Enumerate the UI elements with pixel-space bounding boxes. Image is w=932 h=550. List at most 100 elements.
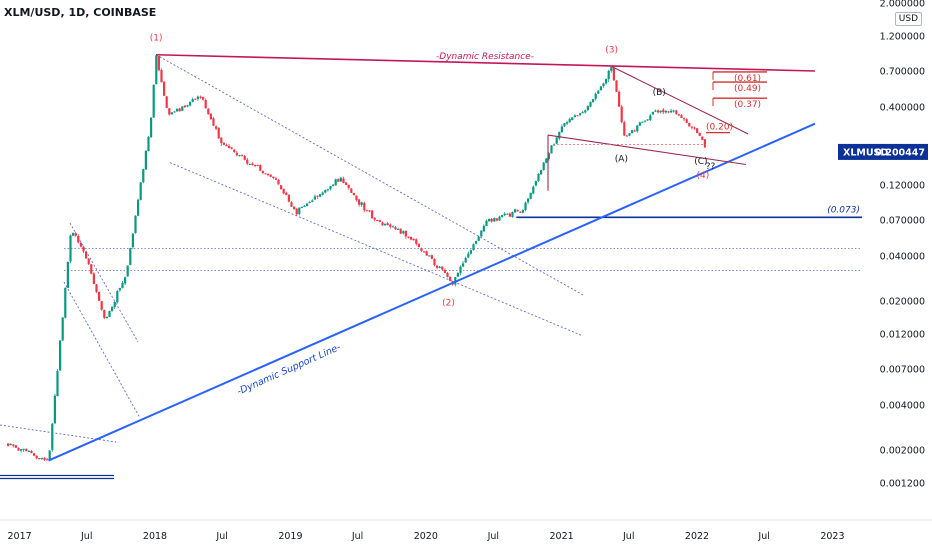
candle-body-128 [339,177,342,182]
candle-body-14 [43,457,46,460]
candle-body-190 [500,215,504,218]
time-tick-0: 2017 [7,531,31,542]
candle-body-13 [40,458,43,460]
candle-body-108 [287,194,290,202]
candle-body-223 [586,106,589,110]
candle-body-211 [555,137,558,144]
candle-body-79 [212,118,215,126]
candle-body-29 [82,246,85,252]
candle-body-191 [503,213,506,216]
candle-body-149 [394,227,397,230]
price-tick-11: 0.002000 [880,446,925,457]
candle-body-245 [643,120,647,122]
horizontal-levels: (0.073) [0,205,862,480]
candle-body-232 [610,67,613,71]
candle-body-180 [474,241,478,244]
candle-body-44 [121,282,124,289]
candle-body-132 [350,188,353,193]
candle-body-87 [233,149,236,153]
candle-body-157 [415,239,418,244]
candle-body-263 [690,126,693,128]
candle-body-86 [230,147,233,149]
candle-body-122 [324,190,327,193]
candle-body-102 [272,176,275,179]
candle-body-182 [480,230,483,237]
candle-body-254 [667,111,670,113]
candle-body-255 [669,110,673,113]
wave-label-5: (B) [653,88,666,98]
candle-body-214 [563,123,566,127]
candle-body-21 [61,317,64,341]
candle-body-38 [105,316,108,319]
candle-body-3 [14,445,17,448]
candle-body-212 [558,131,561,139]
candle-body-23 [66,262,69,288]
candle-body-107 [285,192,288,196]
candle-body-166 [438,266,441,269]
candle-body-59 [160,69,163,83]
candle-body-201 [529,192,532,199]
last-price-symbol: XLMUSD [843,147,888,158]
wave-label-7: ?? [706,162,716,172]
candle-body-252 [662,109,665,113]
candle-body-123 [326,189,329,191]
candle-body-110 [292,206,296,210]
candle-body-161 [425,251,428,256]
candle-body-174 [459,266,462,274]
price-tick-3: 0.400000 [880,103,925,114]
candle-body-233 [612,67,615,81]
candle-body-117 [311,200,314,202]
candle-body-37 [103,310,106,318]
candle-body-11 [35,455,38,459]
candle-body-160 [422,251,426,253]
candle-body-236 [620,106,623,123]
candle-body-247 [649,115,652,121]
candle-body-53 [144,150,147,170]
candle-body-89 [238,155,241,157]
candle-body-186 [490,218,493,222]
candle-body-239 [628,133,631,136]
candle-body-244 [641,121,644,123]
candle-body-205 [539,170,543,175]
candle-body-246 [646,119,649,121]
candle-body-133 [352,192,355,196]
candle-body-155 [409,236,413,240]
time-axis: 2017 Jul 2018 Jul 2019 Jul 2020 Jul 2021 Jul 2022 J… [0,519,932,542]
candle-body-121 [321,192,324,195]
wave-label-4: (A) [615,155,628,165]
wave-label-0: (1) [150,34,163,44]
candle-body-196 [516,210,519,212]
candle-body-51 [139,182,142,200]
candle-body-112 [298,207,301,215]
candle-body-24 [69,235,72,262]
candle-body-243 [638,122,641,126]
level-label-0073: (0.073) [827,205,860,215]
candle-body-208 [547,153,550,159]
fib-label-3: (0.20) [706,123,733,133]
candle-body-56 [152,84,155,118]
time-tick-4: 2019 [278,531,302,542]
candle-body-148 [391,226,394,228]
candle-body-260 [682,118,686,120]
candle-body-266 [698,132,701,136]
candle-body-114 [303,205,306,207]
time-tick-10: 2022 [685,531,709,542]
symbol-title: XLM/USD, 1D, COINBASE [4,6,157,19]
candle-body-33 [92,273,95,285]
time-tick-12: 2023 [820,531,844,542]
candle-body-253 [664,110,667,113]
candle-body-154 [407,236,410,238]
candle-body-222 [584,110,587,113]
fib-label-0: (0.61) [734,74,761,84]
candle-body-2 [12,444,15,446]
candle-body-264 [693,127,696,129]
candle-body-31 [87,258,90,265]
candle-body-194 [511,212,514,217]
currency-label[interactable]: USD [894,12,922,26]
candle-body-262 [688,122,691,127]
candle-body-204 [537,173,540,181]
price-tick-12: 0.001200 [880,479,925,490]
candle-body-170 [448,276,452,281]
candle-body-71 [191,99,194,102]
